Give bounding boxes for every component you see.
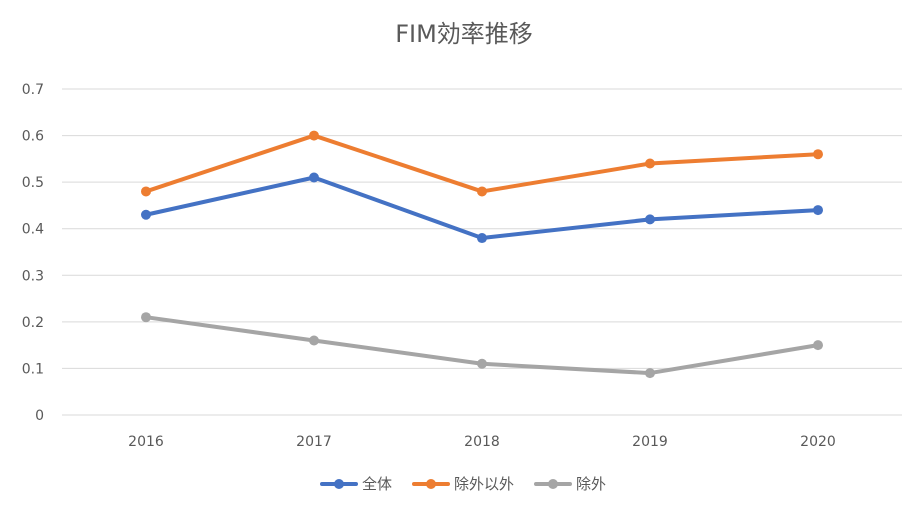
y-tick-label: 0.3 xyxy=(22,268,44,284)
x-tick-label: 2016 xyxy=(128,434,164,450)
y-axis-ticks: 0 0.1 0.2 0.3 0.4 0.5 0.6 0.7 xyxy=(22,82,44,424)
x-tick-label: 2019 xyxy=(632,434,668,450)
legend: 全体 除外以外 除外 xyxy=(320,475,606,493)
legend-label: 除外 xyxy=(576,475,606,493)
x-tick-label: 2020 xyxy=(800,434,836,450)
series-0 xyxy=(141,172,823,244)
x-tick-label: 2017 xyxy=(296,434,332,450)
data-point xyxy=(141,312,151,323)
y-tick-label: 0.7 xyxy=(22,82,44,98)
legend-label: 全体 xyxy=(362,475,392,493)
data-point xyxy=(645,158,655,169)
series-2 xyxy=(141,312,823,379)
series-line xyxy=(144,133,820,194)
data-point xyxy=(141,209,151,220)
data-point xyxy=(477,186,487,197)
data-point xyxy=(813,149,823,160)
data-point xyxy=(309,172,319,183)
legend-item: 除外 xyxy=(534,475,606,493)
data-point xyxy=(645,368,655,379)
legend-item: 除外以外 xyxy=(412,475,514,493)
data-point xyxy=(309,130,319,141)
data-point xyxy=(813,205,823,216)
data-point xyxy=(477,358,487,369)
y-tick-label: 0 xyxy=(35,408,44,424)
legend-swatch-marker xyxy=(548,479,558,489)
x-tick-label: 2018 xyxy=(464,434,500,450)
y-tick-label: 0.5 xyxy=(22,175,44,191)
y-tick-label: 0.1 xyxy=(22,361,44,377)
data-point xyxy=(309,335,319,346)
data-point xyxy=(813,340,823,351)
legend-swatch-marker xyxy=(426,479,436,489)
series-layer xyxy=(141,130,823,379)
y-tick-label: 0.4 xyxy=(22,222,44,238)
chart-title: FIM効率推移 xyxy=(395,20,533,48)
legend-item: 全体 xyxy=(320,475,392,493)
series-1 xyxy=(141,130,823,197)
data-point xyxy=(477,233,487,244)
data-point xyxy=(645,214,655,225)
y-tick-label: 0.2 xyxy=(22,315,44,331)
grid-lines xyxy=(62,88,902,416)
y-tick-label: 0.6 xyxy=(22,129,44,145)
x-axis-ticks: 2016 2017 2018 2019 2020 xyxy=(128,434,836,450)
legend-label: 除外以外 xyxy=(454,475,514,493)
legend-swatch-marker xyxy=(334,479,344,489)
data-point xyxy=(141,186,151,197)
